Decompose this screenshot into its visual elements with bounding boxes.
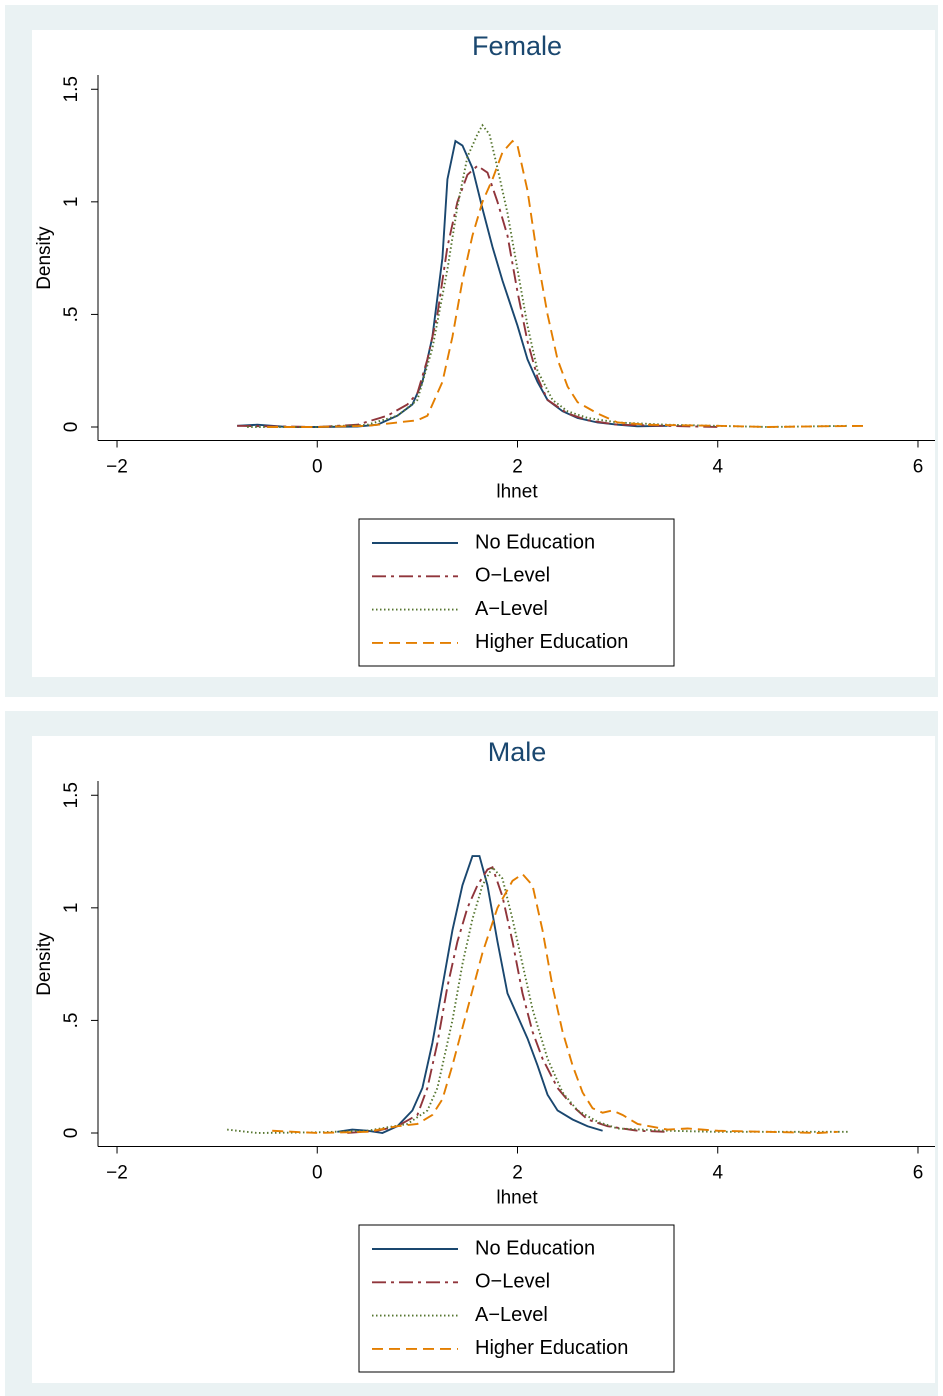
x-tick-label: 6 (913, 1163, 924, 1184)
density-line (247, 123, 848, 428)
legend-label: Higher Education (475, 631, 628, 653)
panel: Male 0 .5 1 1.5 −2 0 2 4 6 lhnet Density No Educatio… (5, 711, 938, 1396)
x-tick-label: 0 (312, 1163, 323, 1184)
density-line (237, 164, 718, 428)
y-tick-label: 1.5 (61, 782, 82, 808)
y-tick-label: .5 (61, 306, 82, 322)
y-tick-label: 1 (61, 903, 82, 914)
x-tick-label: 2 (512, 1163, 523, 1184)
density-line (267, 139, 868, 428)
y-tick-label: 1 (61, 197, 82, 208)
y-axis-title: Density (34, 932, 55, 996)
legend-label: No Education (475, 531, 595, 553)
panel: Female 0 .5 1 1.5 −2 0 2 4 6 lhnet Density No Educat… (5, 5, 938, 697)
density-line (272, 872, 838, 1134)
x-tick-label: 4 (712, 1163, 723, 1184)
legend-label: Higher Education (475, 1337, 628, 1359)
x-tick-label: 0 (312, 457, 323, 478)
legend-label: O−Level (475, 1271, 550, 1293)
y-tick-label: .5 (61, 1012, 82, 1028)
legend-label: A−Level (475, 1304, 548, 1326)
legend-label: O−Level (475, 565, 550, 587)
x-tick-label: −2 (106, 457, 128, 478)
x-axis-title: lhnet (496, 1188, 538, 1209)
x-tick-label: 2 (512, 457, 523, 478)
y-axis-title: Density (34, 226, 55, 290)
y-tick-label: 1.5 (61, 76, 82, 102)
x-axis-title: lhnet (496, 482, 538, 503)
legend-label: A−Level (475, 598, 548, 620)
chart-title: Female (472, 31, 562, 61)
x-tick-label: −2 (106, 1163, 128, 1184)
density-line (347, 866, 668, 1134)
x-tick-label: 6 (913, 457, 924, 478)
y-tick-label: 0 (61, 422, 82, 433)
x-tick-label: 4 (712, 457, 723, 478)
chart-title: Male (488, 737, 547, 767)
y-tick-label: 0 (61, 1128, 82, 1139)
legend-label: No Education (475, 1237, 595, 1259)
